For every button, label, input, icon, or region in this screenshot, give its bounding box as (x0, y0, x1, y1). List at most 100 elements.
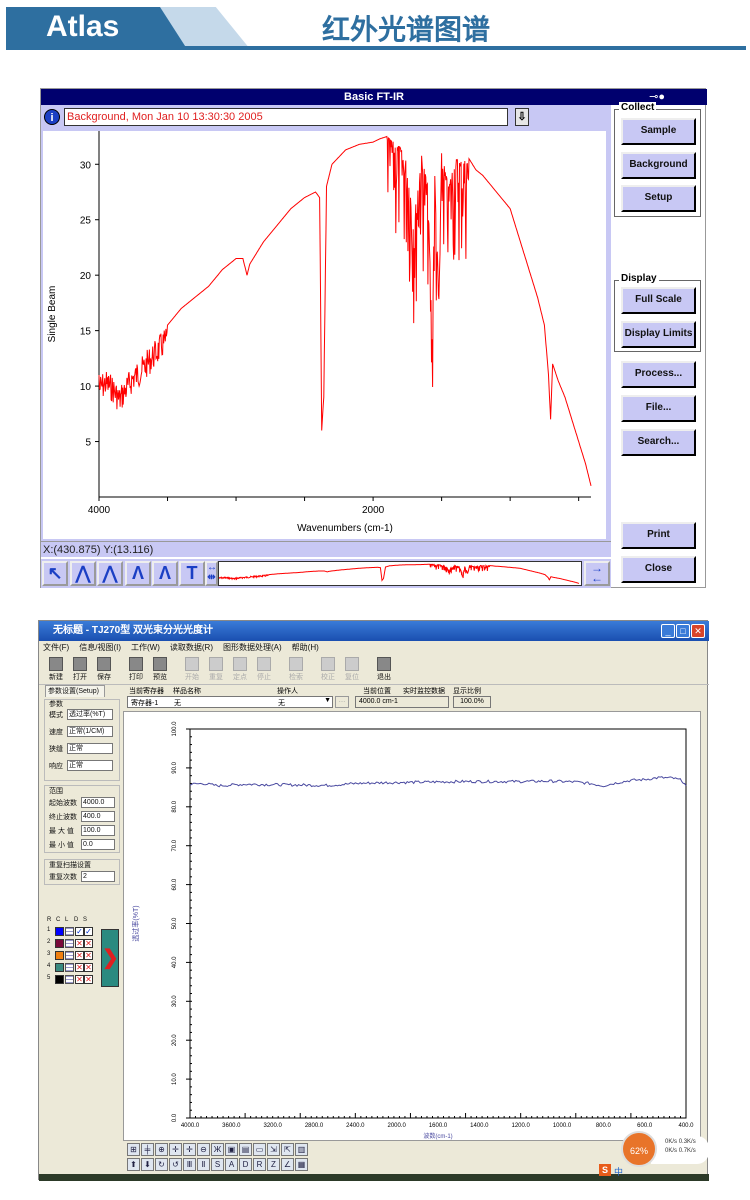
graph-tool-icon[interactable]: ✛ (183, 1143, 196, 1156)
toolbar-button[interactable]: 重复 (205, 655, 227, 683)
graph-tool-icon[interactable]: Z (267, 1158, 280, 1171)
line-style-icon[interactable] (65, 975, 74, 984)
expand-panel-button[interactable]: ❯ (101, 929, 119, 987)
peak-shaded-icon[interactable]: Λ (152, 561, 178, 586)
toolbar-button[interactable]: 退出 (373, 655, 395, 683)
peak-height-icon[interactable]: Λ (125, 561, 151, 586)
graph-tool-icon[interactable]: A (225, 1158, 238, 1171)
checkbox-unchecked-icon[interactable]: ✕ (84, 975, 93, 984)
graph-tool-icon[interactable]: ⊕ (155, 1143, 168, 1156)
minimize-button[interactable]: _ (661, 624, 675, 638)
register-color-swatch[interactable] (55, 927, 64, 936)
line-style-icon[interactable] (65, 951, 74, 960)
expand-contract-icon[interactable]: ↔ ⇹ (205, 561, 218, 586)
checkbox-unchecked-icon[interactable]: ✕ (75, 951, 84, 960)
graph-tool-icon[interactable]: ▭ (253, 1143, 266, 1156)
line-style-icon[interactable] (65, 927, 74, 936)
sogou-ime-icon[interactable]: S (599, 1164, 611, 1176)
register-color-swatch[interactable] (55, 951, 64, 960)
graph-tool-icon[interactable]: Ⅲ (183, 1158, 196, 1171)
graph-tool-icon[interactable]: ▣ (225, 1143, 238, 1156)
background-button[interactable]: Background (621, 152, 696, 179)
ime-mode[interactable]: 中 (614, 1167, 624, 1177)
checkbox-unchecked-icon[interactable]: ✕ (84, 951, 93, 960)
graph-tool-icon[interactable]: ⊖ (197, 1143, 210, 1156)
toolbar-button[interactable]: 校正 (317, 655, 339, 683)
menu-item[interactable]: 帮助(H) (291, 643, 319, 652)
dropdown-arrow-icon[interactable]: ▼ (324, 697, 331, 704)
scroll-left-right-icon[interactable]: → ← (584, 561, 610, 586)
graph-tool-icon[interactable]: ▦ (295, 1158, 308, 1171)
graph-tool-icon[interactable]: ▤ (239, 1143, 252, 1156)
range-field[interactable]: 4000.0 (81, 797, 115, 808)
register-color-swatch[interactable] (55, 939, 64, 948)
range-field[interactable]: 400.0 (81, 811, 115, 822)
toolbar-button[interactable]: 检索 (285, 655, 307, 683)
graph-tool-icon[interactable]: ⬇ (141, 1158, 154, 1171)
menu-item[interactable]: 图形数据处理(A) (223, 643, 282, 652)
checkbox-unchecked-icon[interactable]: ✕ (84, 963, 93, 972)
toolbar-button[interactable]: 新建 (45, 655, 67, 683)
setup-button[interactable]: Setup (621, 185, 696, 212)
graph-tool-icon[interactable]: ⇱ (281, 1143, 294, 1156)
graph-tool-icon[interactable]: ╪ (141, 1143, 154, 1156)
menu-item[interactable]: 读取数据(R) (169, 643, 213, 652)
toolbar-button[interactable]: 停止 (253, 655, 275, 683)
spectrum-plot[interactable]: 5 10 15 20 25 30 4000 2000 Wavenumbers (cm-1) Sin… (41, 129, 611, 541)
graph-tool-icon[interactable]: ▥ (295, 1143, 308, 1156)
graph-tool-icon[interactable]: ⊞ (127, 1143, 140, 1156)
toolbar-button[interactable]: 打印 (125, 655, 147, 683)
tab-setup[interactable]: 参数设置(Setup) (45, 685, 105, 697)
register-color-swatch[interactable] (55, 975, 64, 984)
close-button[interactable]: Close (621, 556, 696, 583)
sample-button[interactable]: Sample (621, 118, 696, 145)
info-icon[interactable]: i (44, 109, 60, 125)
toolbar-button[interactable]: 开始 (181, 655, 203, 683)
file-button[interactable]: File... (621, 395, 696, 422)
toolbar-button[interactable]: 复位 (341, 655, 363, 683)
line-style-icon[interactable] (65, 963, 74, 972)
text-annotate-icon[interactable]: T (179, 561, 205, 586)
graph-tool-icon[interactable]: ✛ (169, 1143, 182, 1156)
range-field[interactable]: 0.0 (81, 839, 115, 850)
dropdown-arrow-icon[interactable]: ⇩ (515, 108, 529, 126)
graph-tool-icon[interactable]: ↺ (169, 1158, 182, 1171)
range-field[interactable]: 100.0 (81, 825, 115, 836)
checkbox-unchecked-icon[interactable]: ✕ (75, 975, 84, 984)
close-button[interactable]: ✕ (691, 624, 705, 638)
search-button[interactable]: Search... (621, 429, 696, 456)
transmittance-plot[interactable]: 0.0 10.0 20.0 30.0 40.0 50.0 60.0 70.0 80.0 90.0 1… (123, 711, 701, 1141)
graph-tool-icon[interactable]: ∠ (281, 1158, 294, 1171)
full-scale-button[interactable]: Full Scale (621, 287, 696, 314)
overview-strip[interactable] (218, 561, 582, 586)
graph-tool-icon[interactable]: S (211, 1158, 224, 1171)
line-style-icon[interactable] (65, 939, 74, 948)
toolbar-button[interactable]: 打开 (69, 655, 91, 683)
graph-tool-icon[interactable]: Ж (211, 1143, 224, 1156)
param-select[interactable]: 正常(1/CM) (67, 726, 113, 737)
maximize-button[interactable]: □ (676, 624, 690, 638)
toolbar-button[interactable]: 定点 (229, 655, 251, 683)
param-select[interactable]: 正常 (67, 743, 113, 754)
register-color-swatch[interactable] (55, 963, 64, 972)
peak-area-icon[interactable]: ⋀ (70, 561, 96, 586)
graph-tool-icon[interactable]: D (239, 1158, 252, 1171)
toolbar-button[interactable]: 保存 (93, 655, 115, 683)
repeat-count-field[interactable]: 2 (81, 871, 115, 882)
checkbox-checked-icon[interactable]: ✓ (84, 927, 93, 936)
peak-pick-icon[interactable]: ⋀ (97, 561, 123, 586)
checkbox-unchecked-icon[interactable]: ✕ (75, 963, 84, 972)
memory-gauge[interactable]: 62% (621, 1131, 657, 1167)
toolbar-button[interactable]: 预览 (149, 655, 171, 683)
graph-tool-icon[interactable]: ⬆ (127, 1158, 140, 1171)
param-select[interactable]: 透过率(%T) (67, 709, 113, 720)
register-select[interactable]: 寄存器-1 无 无 ▼ (127, 696, 333, 708)
browse-button[interactable]: … (335, 696, 349, 708)
menu-item[interactable]: 文件(F) (43, 643, 70, 652)
graph-tool-icon[interactable]: Ⅱ (197, 1158, 210, 1171)
process-button[interactable]: Process... (621, 361, 696, 388)
checkbox-unchecked-icon[interactable]: ✕ (75, 939, 84, 948)
display-limits-button[interactable]: Display Limits (621, 321, 696, 348)
menu-item[interactable]: 工作(W) (131, 643, 160, 652)
spectrum-title-field[interactable]: Background, Mon Jan 10 13:30:30 2005 (64, 108, 508, 126)
